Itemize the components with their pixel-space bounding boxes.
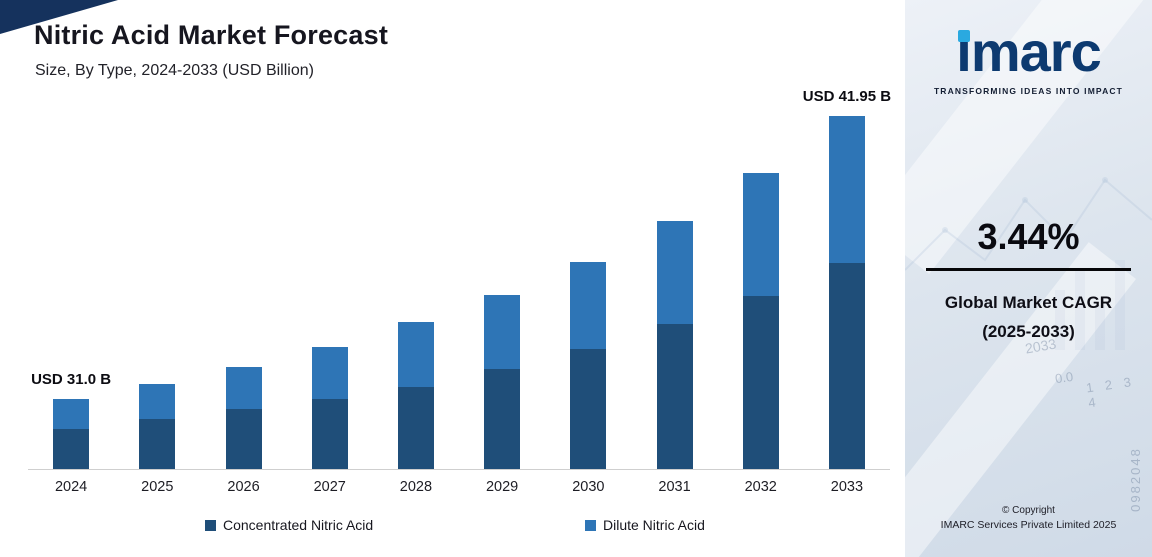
- bar-column-2032: [718, 115, 804, 469]
- cagr-value: 3.44%: [977, 216, 1080, 257]
- x-axis-label-2027: 2027: [313, 479, 346, 495]
- stacked-bar-2026: [225, 367, 262, 469]
- stacked-bar-2029: [484, 295, 521, 469]
- bar-segment-2029-dilute-nitric-acid: [484, 295, 521, 369]
- legend-item-dilute: Dilute Nitric Acid: [585, 517, 705, 533]
- chart-title: Nitric Acid Market Forecast: [34, 20, 389, 50]
- bar-column-2029: [459, 115, 545, 469]
- bar-column-2025: [114, 115, 200, 469]
- x-axis-label-2031: 2031: [658, 479, 691, 495]
- x-axis-label-2032: 2032: [744, 479, 777, 495]
- x-axis-labels: 2024 2025 2026 2027 2028 2029 2030 2031 2032 2033: [28, 479, 890, 495]
- stacked-bar-2024: [53, 399, 90, 469]
- bar-segment-2026-concentrated-nitric-acid: [225, 409, 262, 469]
- legend-item-concentrated: Concentrated Nitric Acid: [205, 517, 373, 533]
- bar-segment-2031-dilute-nitric-acid: [656, 221, 693, 324]
- x-axis-label-2029: 2029: [485, 479, 519, 495]
- cagr-caption-line2: (2025-2033): [982, 321, 1075, 341]
- bar-column-2026: [200, 115, 286, 469]
- imarc-logo-text: imarc: [956, 20, 1101, 83]
- bar-segment-2024-dilute-nitric-acid: [53, 399, 90, 429]
- bar-segment-2025-dilute-nitric-acid: [139, 384, 176, 419]
- copyright-notice: © Copyright IMARC Services Private Limit…: [905, 505, 1152, 531]
- imarc-tagline: TRANSFORMING IDEAS INTO IMPACT: [933, 86, 1124, 96]
- bar-segment-2024-concentrated-nitric-acid: [53, 429, 90, 469]
- x-axis-label-2030: 2030: [572, 479, 605, 495]
- bar-column-2030: [545, 115, 631, 469]
- watermark-linechart-decoration: [905, 177, 1152, 350]
- x-axis-label-2028: 2028: [399, 479, 433, 495]
- bar-segment-2030-dilute-nitric-acid: [570, 262, 607, 349]
- bar-column-2024: USD 31.0 B: [28, 115, 114, 469]
- bar-column-2027: [287, 115, 373, 469]
- stacked-bar-2032: [742, 173, 779, 469]
- plot-area: USD 31.0 B USD 41.95 B: [28, 88, 891, 470]
- stacked-bar-2025: [139, 384, 176, 469]
- chart-section: Nitric Acid Market Forecast Size, By Typ…: [28, 20, 891, 533]
- bar-segment-2026-dilute-nitric-acid: [225, 367, 262, 409]
- bar-column-2033: USD 41.95 B: [803, 88, 891, 469]
- bar-segment-2027-concentrated-nitric-acid: [311, 399, 348, 469]
- x-axis-label-2025: 2025: [141, 479, 174, 495]
- legend-swatch-dilute: [585, 519, 596, 531]
- bar-segment-2033-dilute-nitric-acid: [828, 116, 865, 263]
- bar-segment-2032-concentrated-nitric-acid: [742, 296, 779, 469]
- bar-segment-2028-dilute-nitric-acid: [397, 322, 434, 387]
- copyright-line1: © Copyright: [1002, 505, 1055, 516]
- bar-segment-2031-concentrated-nitric-acid: [656, 324, 693, 469]
- imarc-logo: imarc TRANSFORMING IDEAS INTO IMPACT: [905, 0, 1152, 97]
- bar-segment-2025-concentrated-nitric-acid: [139, 419, 176, 469]
- cagr-block: 3.44% Global Market CAGR (2025-2033): [905, 216, 1152, 347]
- copyright-line2: IMARC Services Private Limited 2025: [940, 519, 1117, 531]
- bar-segment-2033-concentrated-nitric-acid: [828, 263, 865, 469]
- bar-value-label-2024: USD 31.0 B: [31, 371, 112, 388]
- stacked-bar-2033: [828, 116, 865, 469]
- bar-segment-2027-dilute-nitric-acid: [311, 347, 348, 399]
- chart-subtitle: Size, By Type, 2024-2033 (USD Billion): [35, 62, 314, 79]
- x-axis-label-2026: 2026: [227, 479, 260, 495]
- stacked-bar-2030: [570, 262, 607, 469]
- legend-swatch-concentrated: [205, 519, 216, 531]
- legend-label-dilute: Dilute Nitric Acid: [603, 517, 705, 533]
- stacked-bar-2028: [397, 322, 434, 469]
- cagr-caption-line1: Global Market CAGR: [944, 293, 1113, 312]
- x-axis-label-2024: 2024: [54, 479, 88, 495]
- bar-value-label-2033: USD 41.95 B: [802, 88, 892, 105]
- bar-column-2028: [373, 115, 459, 469]
- legend-label-concentrated: Concentrated Nitric Acid: [223, 517, 374, 533]
- x-axis-label-2033: 2033: [830, 479, 864, 495]
- brand-sidebar: 0982048 2033 0.0 1 2 3 4 imarc TRANSFORM…: [905, 0, 1152, 557]
- stacked-bar-2027: [311, 347, 348, 469]
- bar-segment-2029-concentrated-nitric-acid: [484, 369, 521, 469]
- stacked-bar-2031: [656, 221, 693, 469]
- cagr-underline: [926, 268, 1131, 271]
- corner-triangle-decoration: [0, 0, 118, 34]
- bar-column-2031: [631, 115, 717, 469]
- bar-segment-2030-concentrated-nitric-acid: [570, 349, 607, 469]
- sidebar-content: imarc TRANSFORMING IDEAS INTO IMPACT 3.4…: [905, 0, 1152, 557]
- bar-segment-2028-concentrated-nitric-acid: [397, 387, 434, 469]
- imarc-logo-dot-icon: [958, 30, 971, 42]
- bar-segment-2032-dilute-nitric-acid: [742, 173, 779, 296]
